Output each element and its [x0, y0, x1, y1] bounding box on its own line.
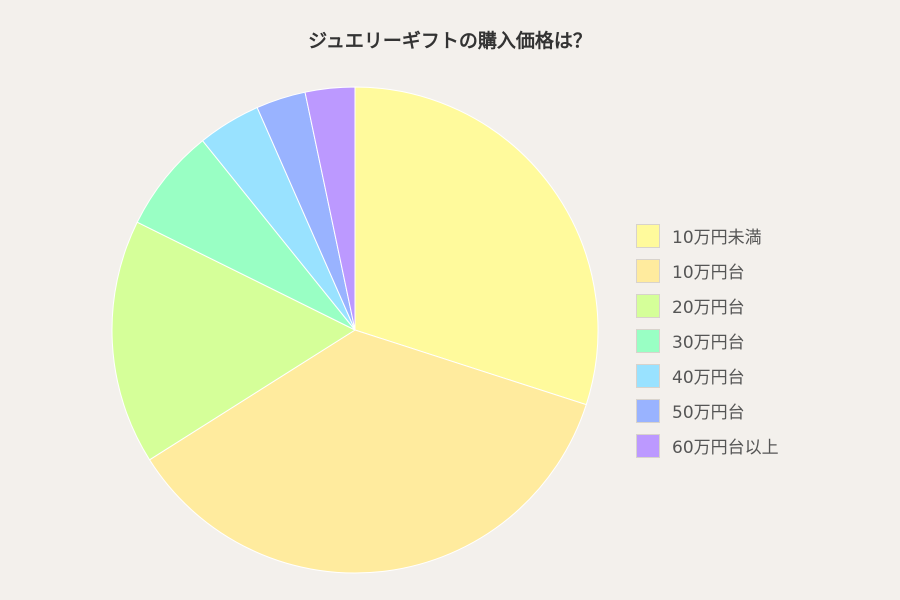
legend-label: 10万円未満 [672, 228, 762, 248]
legend-label: 40万円台 [672, 368, 745, 388]
legend-item: 10万円台 [636, 253, 779, 288]
pie-slice [111, 221, 357, 461]
pie-slice [136, 140, 356, 331]
legend-label: 30万円台 [672, 333, 745, 353]
legend-label: 60万円台以上 [672, 438, 779, 458]
legend-swatch [636, 363, 660, 388]
legend-label: 10万円台 [672, 263, 745, 283]
pie-slice [354, 86, 599, 406]
legend: 10万円未満 10万円台 20万円台 30万円台 40万円台 50万円台 60万円台以上 [636, 218, 779, 463]
legend-item: 50万円台 [636, 393, 779, 428]
legend-swatch [636, 398, 660, 423]
legend-item: 10万円未満 [636, 218, 779, 253]
pie-slice [148, 329, 587, 574]
legend-swatch [636, 433, 660, 458]
legend-swatch [636, 223, 660, 248]
legend-item: 60万円台以上 [636, 428, 779, 463]
legend-label: 20万円台 [672, 298, 745, 318]
legend-label: 50万円台 [672, 403, 745, 423]
chart-title: ジュエリーギフトの購入価格は？ [308, 30, 592, 52]
pie-slice [304, 86, 356, 331]
legend-swatch [636, 258, 660, 283]
legend-swatch [636, 293, 660, 318]
legend-swatch [636, 328, 660, 353]
legend-item: 20万円台 [636, 288, 779, 323]
legend-item: 40万円台 [636, 358, 779, 393]
legend-item: 30万円台 [636, 323, 779, 358]
